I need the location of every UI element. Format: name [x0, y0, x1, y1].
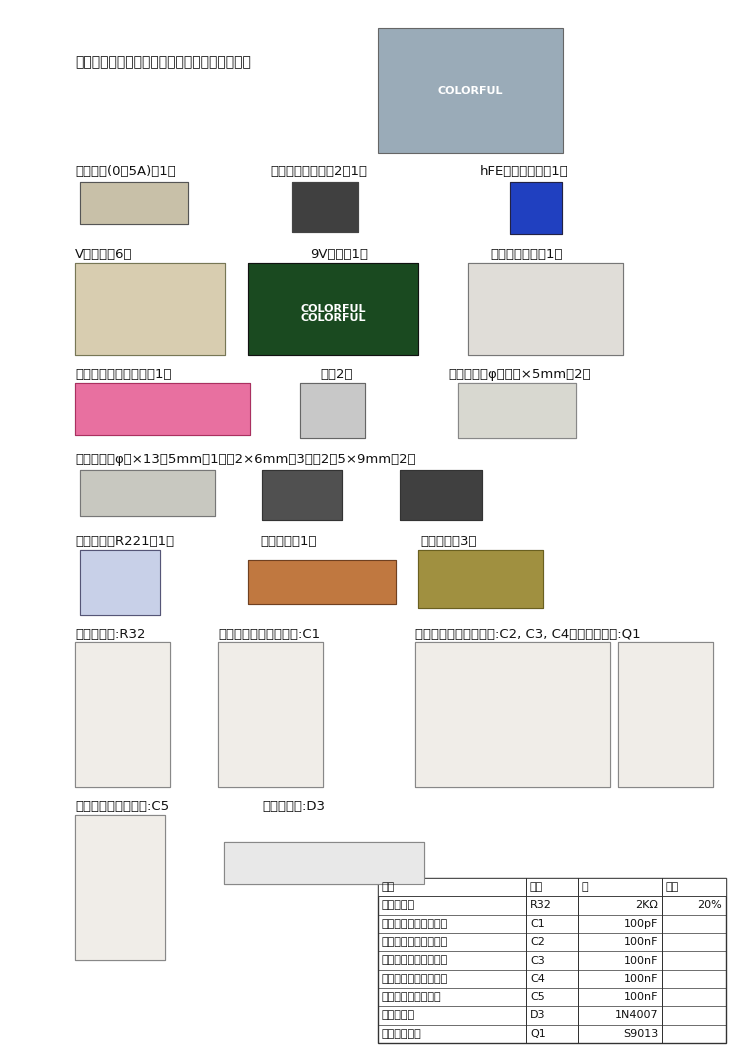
Text: S9013: S9013	[623, 1029, 658, 1039]
Bar	[75, 642, 170, 787]
Bar	[300, 383, 365, 438]
Bar	[468, 263, 623, 355]
Bar	[80, 182, 188, 224]
Bar	[75, 642, 170, 787]
Bar	[80, 550, 160, 615]
Text: 記号: 記号	[530, 882, 543, 892]
Text: Q1: Q1	[530, 1029, 546, 1039]
Bar	[618, 642, 713, 787]
Text: 9V電池　1個: 9V電池 1個	[310, 249, 368, 261]
Text: hFE用コネクタ　1個: hFE用コネクタ 1個	[480, 165, 568, 178]
Bar	[75, 383, 250, 435]
Bar	[418, 550, 543, 608]
Bar	[468, 263, 623, 355]
Text: サーミスタ: サーミスタ	[382, 900, 415, 911]
Bar	[75, 815, 165, 960]
Text: スプリングφ４×13．5mm　1個　2×6mm　3個　2．5×9mm　2個: スプリングφ４×13．5mm 1個 2×6mm 3個 2．5×9mm 2個	[75, 453, 416, 466]
Text: セラミックコンデンサ:C1: セラミックコンデンサ:C1	[218, 628, 320, 641]
Bar	[75, 263, 225, 355]
Text: セラミックコンデンサ: セラミックコンデンサ	[382, 937, 448, 947]
Text: V型端子　6個: V型端子 6個	[75, 249, 132, 261]
Bar	[80, 550, 160, 615]
Text: 100nF: 100nF	[623, 937, 658, 947]
Text: 誤差: 誤差	[666, 882, 679, 892]
Text: COLORFUL: COLORFUL	[301, 313, 366, 323]
Text: 値: 値	[582, 882, 589, 892]
Bar	[80, 182, 188, 224]
Text: D3: D3	[530, 1011, 545, 1020]
Bar	[300, 383, 365, 438]
Bar	[415, 642, 610, 787]
Bar	[458, 383, 576, 438]
Bar	[248, 263, 418, 355]
Bar	[248, 560, 396, 604]
Text: 玉　2個: 玉 2個	[320, 367, 353, 381]
Bar	[378, 878, 726, 896]
Bar	[510, 182, 562, 234]
Bar	[400, 470, 482, 520]
Bar	[458, 383, 576, 438]
Text: 銅棒抗抗　1本: 銅棒抗抗 1本	[260, 535, 316, 548]
Text: 100nF: 100nF	[623, 955, 658, 966]
Bar	[248, 263, 418, 355]
Text: C4: C4	[530, 974, 545, 984]
Text: 20%: 20%	[697, 900, 722, 911]
Text: 電池スナップ　1個: 電池スナップ 1個	[490, 249, 562, 261]
Bar	[80, 470, 215, 516]
Text: セラミックコンデンサ:C2, C3, C4トランジスタ:Q1: セラミックコンデンサ:C2, C3, C4トランジスタ:Q1	[415, 628, 641, 641]
Bar	[292, 182, 358, 232]
Text: 名称: 名称	[382, 882, 395, 892]
Text: トランジスタ: トランジスタ	[382, 1029, 422, 1039]
Text: 100nF: 100nF	[623, 992, 658, 1002]
Bar	[75, 815, 165, 960]
Text: ヒューズホルダ　2個1対: ヒューズホルダ 2個1対	[270, 165, 367, 178]
Text: 1N4007: 1N4007	[615, 1011, 658, 1020]
Bar	[378, 28, 563, 153]
Text: フイルムコンデンサ: フイルムコンデンサ	[382, 992, 442, 1002]
Bar	[262, 470, 342, 520]
Text: スプリングφ２．８×5mm　2個: スプリングφ２．８×5mm 2個	[448, 367, 591, 381]
Bar	[618, 642, 713, 787]
Text: 2KΩ: 2KΩ	[635, 900, 658, 911]
Text: セラミックコンデンサ: セラミックコンデンサ	[382, 955, 448, 966]
Bar	[418, 550, 543, 608]
Bar	[218, 642, 323, 787]
Bar	[400, 470, 482, 520]
Text: R32: R32	[530, 900, 552, 911]
Bar	[292, 182, 358, 232]
Text: COLORFUL: COLORFUL	[437, 85, 503, 96]
Bar	[378, 878, 726, 1044]
Bar	[248, 560, 396, 604]
Text: ダイオード: ダイオード	[382, 1011, 415, 1020]
Text: COLORFUL: COLORFUL	[301, 304, 366, 314]
Text: ヒューズ(0．5A)　1個: ヒューズ(0．5A) 1個	[75, 165, 176, 178]
Text: セラミックコンデンサ: セラミックコンデンサ	[382, 919, 448, 929]
Text: C2: C2	[530, 937, 545, 947]
Text: C3: C3	[530, 955, 545, 966]
Bar	[262, 470, 342, 520]
Text: 端子支柱　3本: 端子支柱 3本	[420, 535, 476, 548]
Text: 100pF: 100pF	[623, 919, 658, 929]
Text: フイルムコンデンサ:C5: フイルムコンデンサ:C5	[75, 800, 169, 813]
Bar	[80, 470, 215, 516]
Text: C5: C5	[530, 992, 545, 1002]
Bar	[75, 263, 225, 355]
Text: セラミックコンデンサ: セラミックコンデンサ	[382, 974, 448, 984]
Text: ダイオード:D3: ダイオード:D3	[262, 800, 325, 813]
Text: 100nF: 100nF	[623, 974, 658, 984]
Text: 液晶パネルコネクタ　1個: 液晶パネルコネクタ 1個	[75, 367, 172, 381]
Bar	[75, 383, 250, 435]
Text: 半固定抗抗R221　1個: 半固定抗抗R221 1個	[75, 535, 174, 548]
Bar	[415, 642, 610, 787]
Text: 右の図の袋の中には下の部品が入っています。: 右の図の袋の中には下の部品が入っています。	[75, 55, 251, 69]
Text: サーミスタ:R32: サーミスタ:R32	[75, 628, 146, 641]
Text: C1: C1	[530, 919, 545, 929]
Bar	[224, 842, 424, 885]
Bar	[224, 842, 424, 885]
Bar	[510, 182, 562, 234]
Bar	[218, 642, 323, 787]
